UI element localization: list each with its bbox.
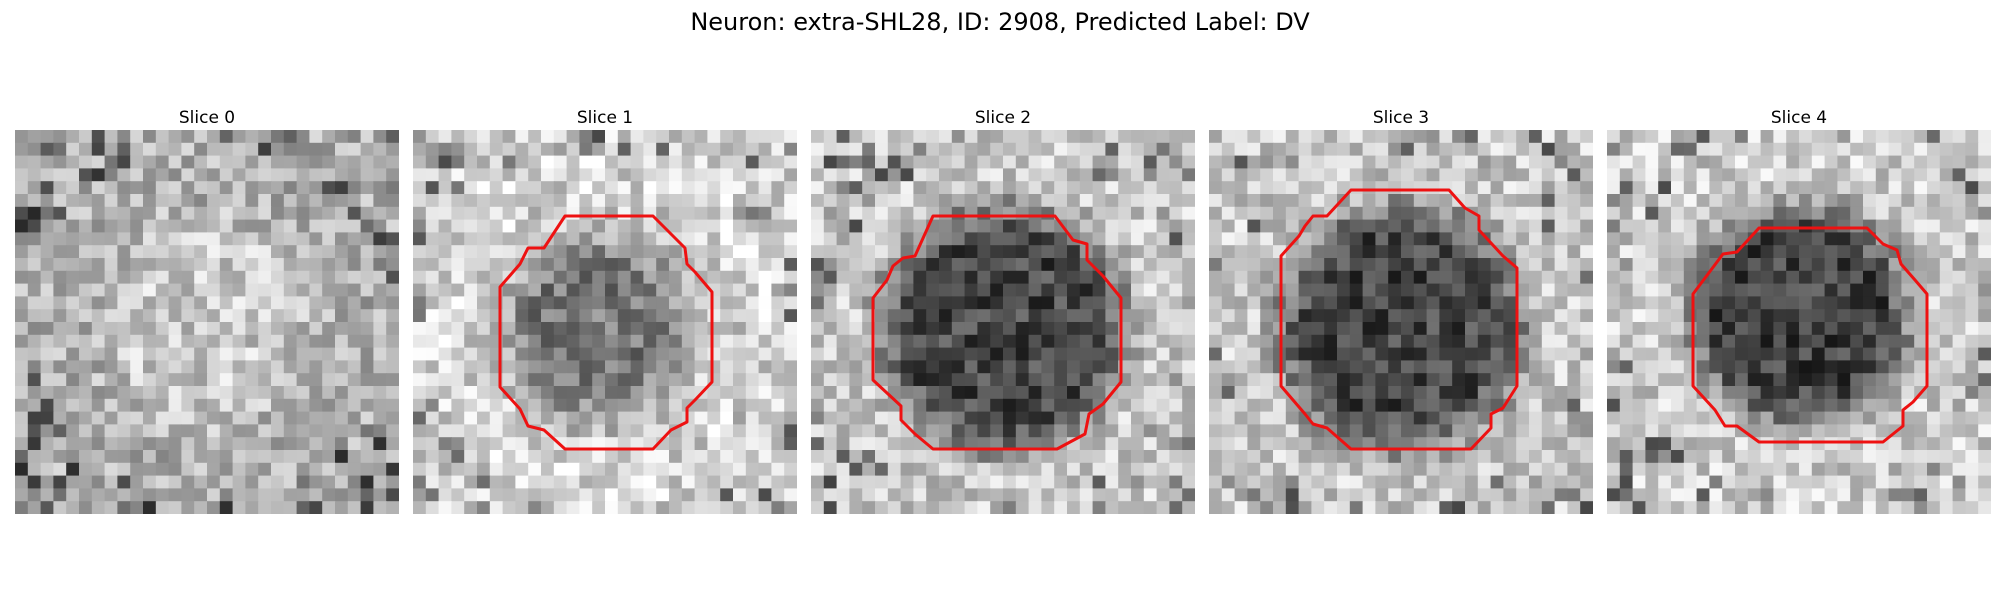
neuron-contour [1279,188,1519,451]
slice-panel-4: Slice 4 [1607,108,1991,514]
slice-image [15,130,399,514]
slice-panel-3: Slice 3 [1209,108,1593,514]
grayscale-pixels [1209,130,1593,514]
slice-title: Slice 4 [1770,108,1828,128]
slice-title: Slice 1 [576,108,634,128]
neuron-contour [498,214,714,451]
slice-panel-1: Slice 1 [413,108,797,514]
neuron-contour [871,214,1123,451]
slice-image [413,130,797,514]
slice-image [1607,130,1991,514]
slice-title: Slice 0 [178,108,236,128]
grayscale-pixels [15,130,399,514]
neuron-contour [1691,226,1929,444]
grayscale-pixels [413,130,797,514]
slice-panel-0: Slice 0 [15,108,399,514]
slice-panel-2: Slice 2 [811,108,1195,514]
slice-title: Slice 2 [974,108,1032,128]
slice-image [1209,130,1593,514]
slice-title: Slice 3 [1372,108,1430,128]
slice-image [811,130,1195,514]
grayscale-pixels [1607,130,1991,514]
grayscale-pixels [811,130,1195,514]
figure-title: Neuron: extra-SHL28, ID: 2908, Predicted… [690,8,1310,36]
